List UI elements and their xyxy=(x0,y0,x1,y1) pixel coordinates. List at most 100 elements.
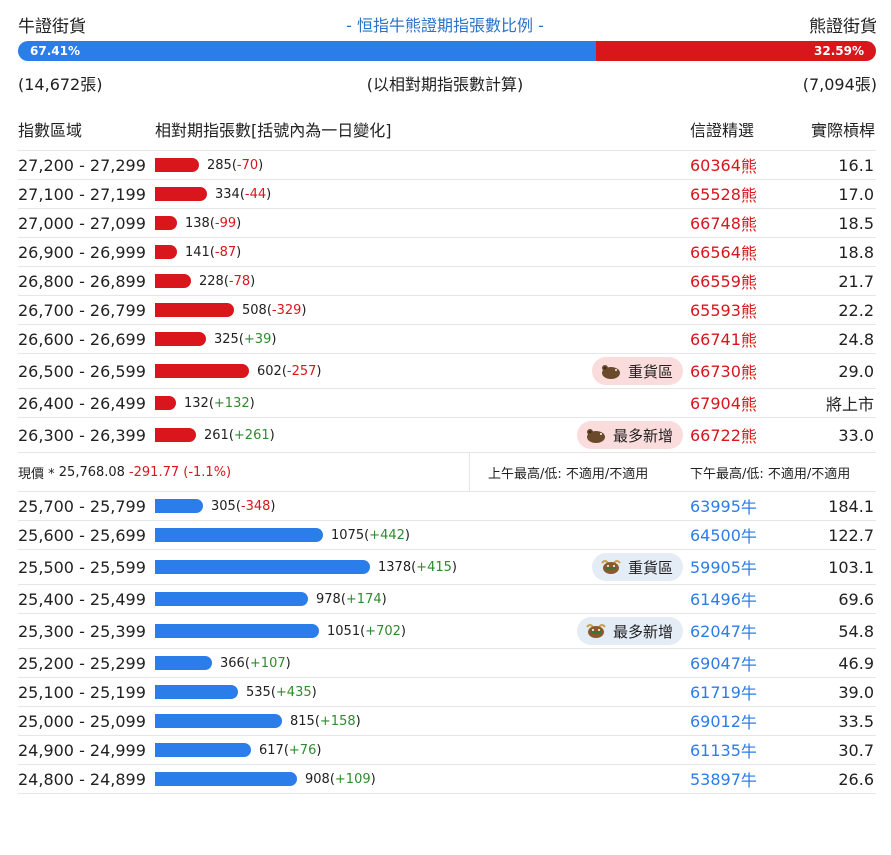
contracts-label: 617(+76) xyxy=(259,742,322,758)
contracts-bar-cell: 261(+261) xyxy=(155,418,275,452)
index-range: 27,000 - 27,099 xyxy=(18,213,146,233)
bull-table-row: 25,200 - 25,299 366(+107) 69047 牛 46.9 xyxy=(18,649,876,678)
warrant-link[interactable]: 64500 牛 xyxy=(690,521,757,549)
contracts-change: +442 xyxy=(369,527,405,543)
warrant-type: 牛 xyxy=(740,559,757,578)
warrant-link[interactable]: 61719 牛 xyxy=(690,678,757,706)
index-range: 26,700 - 26,799 xyxy=(18,300,146,320)
current-price-label: 現價 * xyxy=(18,466,55,482)
column-header-warrant: 信證精選 xyxy=(690,121,755,140)
bear-table-row: 26,800 - 26,899 228(-78) 66559 熊 21.7 xyxy=(18,267,876,296)
contracts-count: 285 xyxy=(207,157,232,173)
page-title: - 恒指牛熊證期指張數比例 - xyxy=(346,16,544,35)
warrant-type: 熊 xyxy=(740,244,757,263)
warrant-link[interactable]: 66741 熊 xyxy=(690,325,757,353)
bear-table-row: 27,100 - 27,199 334(-44) 65528 熊 17.0 xyxy=(18,180,876,209)
bear-highlight-badge: 重貨區 xyxy=(591,357,683,385)
bear-table-row: 27,200 - 27,299 285(-70) 60364 熊 16.1 xyxy=(18,151,876,180)
warrant-link[interactable]: 66564 熊 xyxy=(690,238,757,266)
contracts-bar-cell: 325(+39) xyxy=(155,325,276,353)
warrant-type: 牛 xyxy=(740,684,757,703)
warrant-link[interactable]: 66559 熊 xyxy=(690,267,757,295)
badge-text: 重貨區 xyxy=(627,362,673,381)
warrant-link[interactable]: 62047 牛 xyxy=(690,614,757,648)
warrant-type: 牛 xyxy=(740,771,757,790)
warrant-link[interactable]: 60364 熊 xyxy=(690,151,757,179)
contracts-change: +107 xyxy=(249,655,286,671)
bull-table-row: 25,600 - 25,699 1075(+442) 64500 牛 122.7 xyxy=(18,521,876,550)
effective-leverage: 33.0 xyxy=(838,425,874,445)
effective-leverage: 26.6 xyxy=(838,769,874,789)
contracts-change: -78 xyxy=(228,273,251,289)
warrant-type: 牛 xyxy=(740,713,757,732)
contracts-change: +435 xyxy=(275,684,312,700)
bear-table-row: 26,900 - 26,999 141(-87) 66564 熊 18.8 xyxy=(18,238,876,267)
warrant-link[interactable]: 61135 牛 xyxy=(690,736,757,764)
price-divider xyxy=(469,453,470,491)
warrant-type: 牛 xyxy=(740,498,757,517)
effective-leverage: 16.1 xyxy=(838,155,874,175)
contracts-bar-cell: 366(+107) xyxy=(155,649,291,677)
effective-leverage: 69.6 xyxy=(838,589,874,609)
bear-contracts-bar xyxy=(155,274,191,288)
contracts-bar-cell: 602(-257) xyxy=(155,354,322,388)
warrant-link[interactable]: 59905 牛 xyxy=(690,550,757,584)
effective-leverage: 54.8 xyxy=(838,621,874,641)
warrant-link[interactable]: 65528 熊 xyxy=(690,180,757,208)
index-range: 25,700 - 25,799 xyxy=(18,496,146,516)
bull-rows: 25,700 - 25,799 305(-348) 63995 牛 184.1 25,6… xyxy=(18,492,876,794)
warrant-link[interactable]: 69047 牛 xyxy=(690,649,757,677)
contracts-count: 138 xyxy=(185,215,210,231)
contracts-label: 305(-348) xyxy=(211,498,276,514)
warrant-code: 61719 xyxy=(690,682,741,702)
warrant-type: 熊 xyxy=(740,273,757,292)
bull-table-row: 25,000 - 25,099 815(+158) 69012 牛 33.5 xyxy=(18,707,876,736)
contracts-count: 815 xyxy=(290,713,315,729)
contracts-count: 132 xyxy=(184,395,209,411)
contracts-bar-cell: 138(-99) xyxy=(155,209,241,237)
bear-contracts-bar xyxy=(155,245,177,259)
contracts-bar-cell: 1378(+415) xyxy=(155,550,457,584)
contracts-count: 141 xyxy=(185,244,210,260)
warrant-link[interactable]: 53897 牛 xyxy=(690,765,757,793)
contracts-count: 366 xyxy=(220,655,245,671)
warrant-code: 61496 xyxy=(690,589,741,609)
warrant-link[interactable]: 69012 牛 xyxy=(690,707,757,735)
bear-contracts-bar xyxy=(155,396,176,410)
index-range: 24,900 - 24,999 xyxy=(18,740,146,760)
contracts-label: 285(-70) xyxy=(207,157,264,173)
contracts-change: -257 xyxy=(286,363,317,379)
warrant-code: 66730 xyxy=(690,361,741,381)
contracts-count: 508 xyxy=(242,302,267,318)
contracts-bar-cell: 815(+158) xyxy=(155,707,361,735)
warrant-link[interactable]: 61496 牛 xyxy=(690,585,757,613)
index-range: 26,600 - 26,699 xyxy=(18,329,146,349)
warrant-code: 66564 xyxy=(690,242,741,262)
warrant-link[interactable]: 66730 熊 xyxy=(690,354,757,388)
contracts-bar-cell: 334(-44) xyxy=(155,180,271,208)
warrant-link[interactable]: 66748 熊 xyxy=(690,209,757,237)
effective-leverage: 17.0 xyxy=(838,184,874,204)
contracts-change: -44 xyxy=(244,186,267,202)
bull-mascot-icon xyxy=(600,558,622,576)
bear-outstanding-label: 熊證街貨 xyxy=(809,17,877,37)
contracts-count: 325 xyxy=(214,331,239,347)
contracts-label: 535(+435) xyxy=(246,684,317,700)
bear-mascot-icon xyxy=(585,426,607,444)
warrant-link[interactable]: 65593 熊 xyxy=(690,296,757,324)
bear-count: (7,094張) xyxy=(802,75,877,94)
warrant-code: 65593 xyxy=(690,300,741,320)
bear-contracts-bar xyxy=(155,364,249,378)
index-range: 26,500 - 26,599 xyxy=(18,361,146,381)
current-price-row: 現價 * 25,768.08 -291.77 (-1.1%) 上午最高/低: 不… xyxy=(18,453,876,492)
warrant-code: 53897 xyxy=(690,769,741,789)
contracts-change: +174 xyxy=(345,591,382,607)
warrant-link[interactable]: 66722 熊 xyxy=(690,418,757,452)
bear-mascot-icon xyxy=(600,362,622,380)
badge-text: 重貨區 xyxy=(627,558,673,577)
contracts-change: +261 xyxy=(233,427,270,443)
index-range: 26,900 - 26,999 xyxy=(18,242,146,262)
warrant-link[interactable]: 63995 牛 xyxy=(690,492,757,520)
warrant-link[interactable]: 67904 熊 xyxy=(690,389,757,417)
contracts-bar-cell: 535(+435) xyxy=(155,678,317,706)
